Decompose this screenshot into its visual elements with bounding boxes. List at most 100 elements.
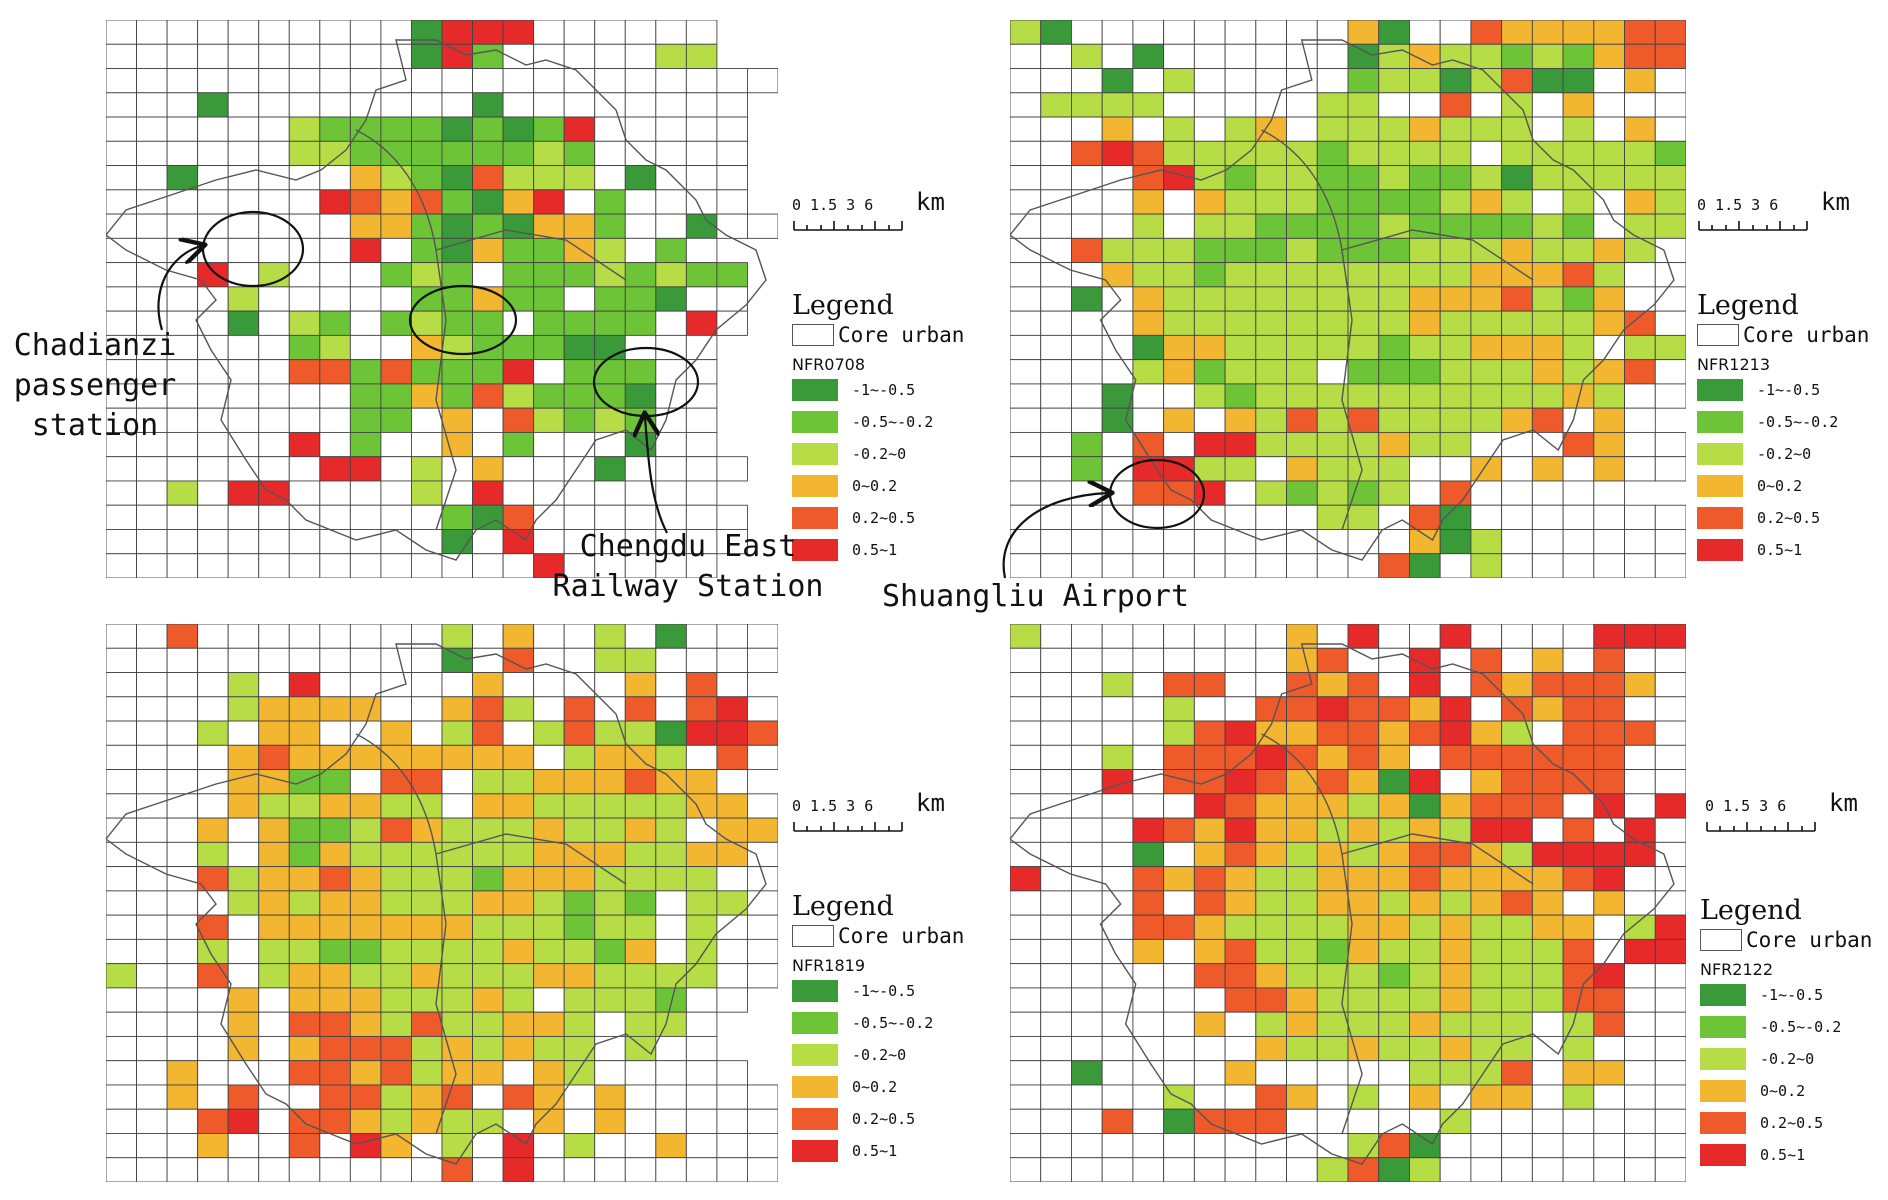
scale-ticks-label: 0 1.5 3 6 <box>792 196 874 214</box>
grid-cell-class-3 <box>472 817 504 843</box>
grid-cell-class-3 <box>1439 262 1472 288</box>
grid-cell-empty <box>502 92 535 118</box>
grid-cell-empty <box>1010 769 1042 795</box>
grid-cell-empty <box>1193 1157 1226 1182</box>
grid-cell-class-4 <box>227 987 260 1013</box>
map-panel-nfr0708 <box>106 20 778 578</box>
grid-cell-class-3 <box>1132 237 1165 264</box>
scale-bar: 0 1.5 3 6 km <box>792 188 952 236</box>
grid-cell-class-2 <box>1378 334 1410 361</box>
core-urban-boundary <box>1010 643 1675 1165</box>
grid-cell-empty <box>1101 1157 1134 1182</box>
grid-cell-class-3 <box>655 1011 687 1037</box>
grid-cell-class-4 <box>319 890 351 916</box>
grid-cell-class-5 <box>319 866 351 892</box>
grid-cell-class-6 <box>1562 841 1595 868</box>
grid-cell-class-2 <box>1409 213 1441 239</box>
grid-cell-class-3 <box>533 1035 565 1062</box>
grid-cell-empty <box>563 1084 596 1110</box>
grid-cell-empty <box>1654 262 1686 288</box>
grid-cell-empty <box>594 480 626 506</box>
legend-class-item: -0.5~-0.2 <box>792 1007 982 1039</box>
grid-cell-empty <box>1624 529 1656 555</box>
grid-cell-class-5 <box>380 359 412 385</box>
grid-cell-empty <box>1071 407 1103 433</box>
grid-cell-class-3 <box>1470 963 1503 989</box>
grid-cell-empty <box>655 68 687 94</box>
grid-cell-empty <box>624 1133 657 1159</box>
grid-cell-class-2 <box>594 383 626 409</box>
grid-cell-empty <box>1010 334 1042 361</box>
grid-cell-class-2 <box>1378 359 1410 385</box>
grid-cell-empty <box>136 116 168 142</box>
legend-swatch <box>1700 1016 1746 1038</box>
grid-cell-class-4 <box>1470 890 1503 916</box>
grid-cell-empty <box>1624 1035 1656 1062</box>
grid-cell-empty <box>106 817 137 843</box>
grid-cell-empty <box>197 334 229 361</box>
grid-cell-class-6 <box>1316 696 1349 722</box>
grid-cell-class-5 <box>1562 672 1595 698</box>
legend-swatch <box>1700 1048 1746 1070</box>
grid-cell-class-4 <box>502 938 535 965</box>
grid-cell-empty <box>1378 672 1410 698</box>
grid-cell-empty <box>136 987 168 1013</box>
grid-cell-empty <box>1132 68 1165 94</box>
grid-cell-empty <box>1101 624 1134 649</box>
grid-cell-empty <box>1010 1011 1042 1037</box>
grid-cell-class-4 <box>1439 866 1472 892</box>
grid-cell-class-5 <box>1562 262 1595 288</box>
grid-cell-empty <box>655 504 687 530</box>
grid-cell-empty <box>1562 456 1595 482</box>
grid-cell-class-4 <box>1378 431 1410 458</box>
grid-cell-class-3 <box>563 1060 596 1086</box>
grid-cell-class-3 <box>288 116 321 142</box>
grid-cell-empty <box>227 237 260 264</box>
grid-cell-class-6 <box>685 310 718 336</box>
grid-cell-empty <box>349 43 382 69</box>
grid-cell-empty <box>685 1011 718 1037</box>
grid-cell-empty <box>1163 1060 1195 1086</box>
grid-cell-empty <box>533 20 565 45</box>
grid-cell-empty <box>258 1157 290 1182</box>
grid-cell-class-4 <box>1501 407 1533 433</box>
grid-cell-empty <box>624 92 657 118</box>
grid-cell-empty <box>1255 1157 1287 1182</box>
grid-cell-class-2 <box>1255 213 1287 239</box>
grid-cell-empty <box>685 1084 718 1110</box>
annotation-line: Chengdu East <box>579 529 797 564</box>
grid-cell-class-3 <box>1163 720 1195 746</box>
grid-cell-class-4 <box>349 914 382 940</box>
legend-class-label: -0.5~-0.2 <box>852 1014 934 1032</box>
grid-cell-class-5 <box>227 1084 260 1110</box>
grid-cell-class-4 <box>1562 1060 1595 1086</box>
grid-cell-empty <box>227 529 260 555</box>
legend-swatch <box>792 1108 838 1130</box>
grid-cell-class-4 <box>502 1011 535 1037</box>
grid-cell-empty <box>136 92 168 118</box>
grid-cell-empty <box>288 20 321 45</box>
grid-cell-empty <box>258 286 290 312</box>
grid-cell-empty <box>136 963 168 989</box>
grid-cell-class-5 <box>1501 890 1533 916</box>
grid-cell-empty <box>1040 817 1072 843</box>
grid-cell-class-3 <box>1593 140 1625 167</box>
grid-cell-class-5 <box>1593 1011 1625 1037</box>
grid-cell-empty <box>1101 529 1134 555</box>
grid-cell-empty <box>227 431 260 458</box>
grid-cell-class-4 <box>1593 890 1625 916</box>
grid-cell-empty <box>1010 529 1042 555</box>
grid-cell-empty <box>1501 1108 1533 1134</box>
grid-cell-empty <box>349 310 382 336</box>
grid-cell-class-2 <box>563 359 596 385</box>
grid-cell-class-5 <box>1193 720 1226 746</box>
grid-cell-class-3 <box>1132 213 1165 239</box>
scale-ruler-icon <box>1698 221 1808 231</box>
grid-cell-class-4 <box>1347 938 1380 965</box>
grid-cell-empty <box>166 963 199 989</box>
grid-cell-class-3 <box>1562 116 1595 142</box>
grid-cell-empty <box>319 68 351 94</box>
grid-cell-class-6 <box>288 431 321 458</box>
grid-cell-class-4 <box>197 817 229 843</box>
grid-cell-empty <box>1531 504 1564 530</box>
